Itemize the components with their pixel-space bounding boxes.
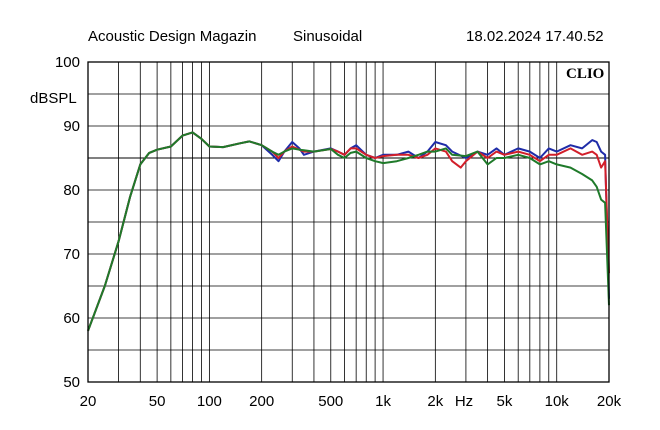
y-tick-label: 50 <box>63 374 80 391</box>
x-tick-label: 20 <box>80 393 97 410</box>
clio-logo: CLIO <box>566 66 604 82</box>
y-tick-label: 60 <box>63 310 80 327</box>
y-tick-label: 80 <box>63 182 80 199</box>
x-tick-label: 2k <box>427 393 443 410</box>
x-tick-label: 1k <box>375 393 391 410</box>
grid <box>88 62 609 382</box>
x-axis-label: Hz <box>455 393 473 410</box>
x-tick-label: 100 <box>197 393 222 410</box>
plot-border <box>87 61 610 383</box>
x-tick-label: 200 <box>249 393 274 410</box>
header-timestamp: 18.02.2024 17.40.52 <box>466 28 604 45</box>
x-tick-label: 10k <box>545 393 570 410</box>
x-tick-label: 20k <box>597 393 622 410</box>
series-line-3 <box>87 131 610 332</box>
y-axis-label: dBSPL <box>30 90 77 107</box>
y-tick-label: 90 <box>63 118 80 135</box>
y-tick-label: 70 <box>63 246 80 263</box>
x-tick-label: 500 <box>318 393 343 410</box>
y-axis-ticks: 50 60 70 80 90 100 <box>55 54 80 391</box>
x-tick-label: 5k <box>497 393 513 410</box>
y-tick-label: 100 <box>55 54 80 71</box>
header-mode: Sinusoidal <box>293 28 363 45</box>
x-tick-label: 50 <box>149 393 166 410</box>
series-group <box>87 131 610 332</box>
header-title: Acoustic Design Magazin <box>88 28 257 45</box>
x-axis-ticks: 20 50 100 200 500 1k 2k 5k 10k 20k <box>80 393 622 410</box>
